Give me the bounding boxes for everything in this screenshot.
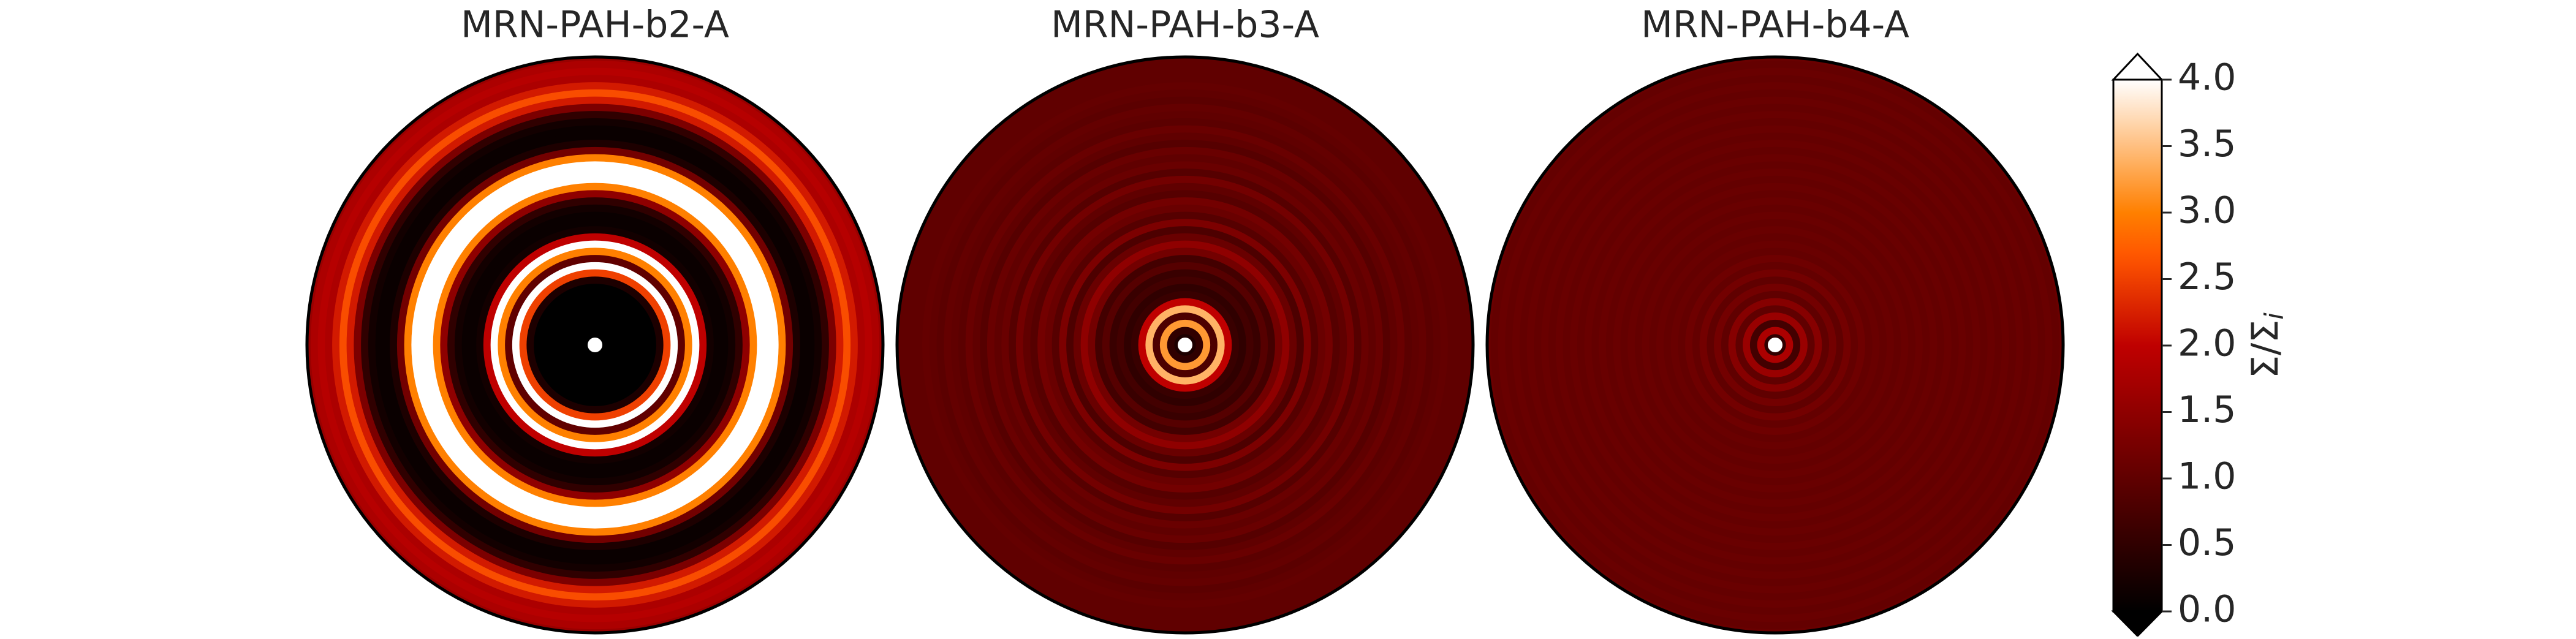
central-star — [588, 338, 602, 352]
central-star — [1178, 338, 1192, 352]
colorbar-fill — [2113, 80, 2162, 611]
colorbar-tick-label: 1.0 — [2178, 455, 2236, 498]
colorbar-extend-bottom — [2111, 610, 2164, 638]
colorbar-tick-label: 2.0 — [2178, 322, 2236, 365]
central-star — [1768, 338, 1782, 352]
disk-outline — [305, 55, 885, 635]
colorbar-tick-label: 3.5 — [2178, 123, 2236, 165]
panel-title: MRN-PAH-b2-A — [461, 4, 729, 47]
colorbar-label-subscript: i — [2259, 312, 2289, 320]
colorbar-tick-label: 0.0 — [2178, 588, 2236, 631]
disk-outline — [895, 55, 1475, 635]
panel-title: MRN-PAH-b4-A — [1641, 4, 1909, 47]
colorbar-tick-label: 2.5 — [2178, 255, 2236, 298]
colorbar-label: Σ/Σi — [2244, 312, 2289, 379]
panel-title: MRN-PAH-b3-A — [1051, 4, 1319, 47]
colorbar-label-main: Σ/Σ — [2244, 320, 2287, 379]
colorbar-tick-label: 1.5 — [2178, 388, 2236, 431]
colorbar-tick-label: 4.0 — [2178, 56, 2236, 99]
colorbar-extend-top — [2111, 52, 2164, 81]
disk-outline — [1485, 55, 2065, 635]
colorbar-tick-label: 0.5 — [2178, 521, 2236, 564]
colorbar-tick-label: 3.0 — [2178, 189, 2236, 232]
